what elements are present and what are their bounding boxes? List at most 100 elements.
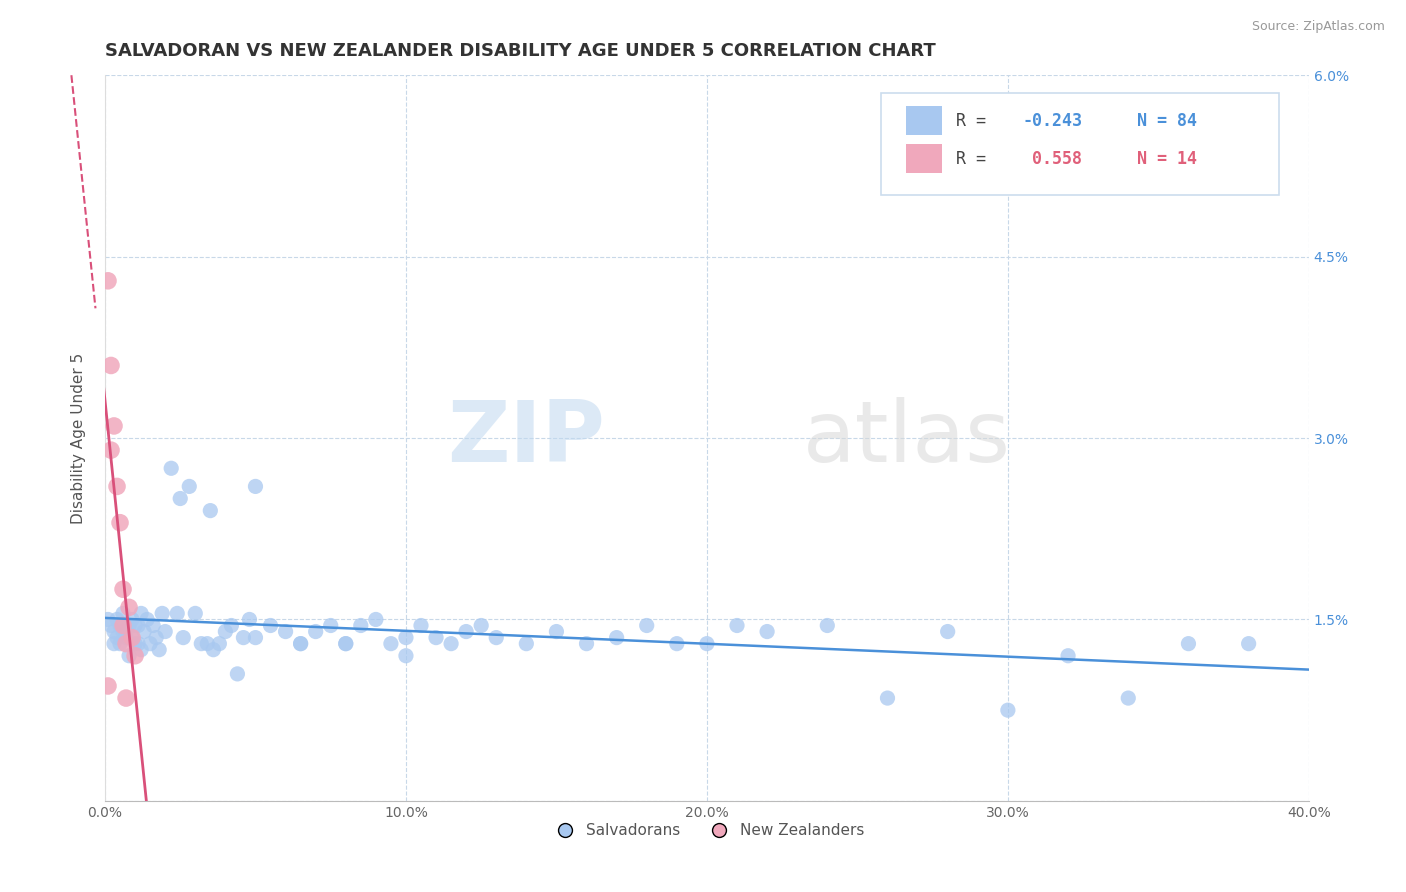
Point	[696, 637, 718, 651]
Point	[148, 642, 170, 657]
Point	[103, 624, 125, 639]
Point	[136, 612, 159, 626]
Point	[725, 618, 748, 632]
Point	[124, 648, 146, 663]
Point	[97, 679, 120, 693]
Text: R =: R =	[956, 112, 995, 130]
Point	[440, 637, 463, 651]
Point	[997, 703, 1019, 717]
Point	[1057, 648, 1080, 663]
Point	[127, 618, 149, 632]
Point	[606, 631, 628, 645]
Legend: Salvadorans, New Zealanders: Salvadorans, New Zealanders	[543, 817, 870, 844]
Point	[815, 618, 838, 632]
Point	[200, 503, 222, 517]
Text: -0.243: -0.243	[1022, 112, 1083, 130]
Point	[756, 624, 779, 639]
Point	[274, 624, 297, 639]
Point	[546, 624, 568, 639]
Point	[395, 631, 418, 645]
Point	[208, 637, 231, 651]
Point	[335, 637, 357, 651]
Point	[121, 631, 143, 645]
Point	[103, 419, 125, 434]
Point	[100, 443, 122, 458]
Text: 0.558: 0.558	[1022, 150, 1083, 168]
Point	[515, 637, 537, 651]
Point	[112, 582, 135, 597]
Point	[395, 648, 418, 663]
FancyBboxPatch shape	[905, 106, 942, 136]
Point	[103, 637, 125, 651]
Point	[202, 642, 225, 657]
FancyBboxPatch shape	[905, 145, 942, 173]
Point	[112, 618, 135, 632]
Point	[108, 618, 131, 632]
Point	[425, 631, 447, 645]
Point	[214, 624, 236, 639]
Point	[115, 631, 138, 645]
Point	[139, 637, 162, 651]
Text: ZIP: ZIP	[447, 397, 605, 480]
Point	[245, 479, 267, 493]
Point	[319, 618, 342, 632]
Point	[232, 631, 254, 645]
Point	[172, 631, 194, 645]
Point	[108, 516, 131, 530]
Point	[485, 631, 508, 645]
Point	[153, 624, 176, 639]
Point	[115, 691, 138, 706]
Point	[160, 461, 183, 475]
Point	[127, 637, 149, 651]
Point	[1116, 691, 1139, 706]
Point	[115, 624, 138, 639]
Point	[190, 637, 212, 651]
Point	[105, 631, 128, 645]
Text: atlas: atlas	[803, 397, 1011, 480]
Point	[221, 618, 243, 632]
Point	[108, 637, 131, 651]
Point	[179, 479, 201, 493]
Point	[142, 618, 165, 632]
Point	[1177, 637, 1199, 651]
Point	[150, 607, 173, 621]
Text: N = 14: N = 14	[1136, 150, 1197, 168]
Point	[100, 359, 122, 373]
Point	[305, 624, 328, 639]
Point	[259, 618, 281, 632]
Point	[121, 612, 143, 626]
Point	[100, 618, 122, 632]
Point	[129, 642, 152, 657]
Point	[118, 648, 141, 663]
Point	[575, 637, 598, 651]
Point	[936, 624, 959, 639]
Point	[409, 618, 432, 632]
Point	[184, 607, 207, 621]
Point	[665, 637, 688, 651]
Point	[118, 600, 141, 615]
Point	[364, 612, 387, 626]
Point	[118, 618, 141, 632]
Point	[238, 612, 260, 626]
Point	[97, 274, 120, 288]
Point	[226, 666, 249, 681]
Point	[876, 691, 898, 706]
Point	[145, 631, 167, 645]
Point	[129, 607, 152, 621]
Point	[195, 637, 218, 651]
Point	[115, 637, 138, 651]
Point	[124, 618, 146, 632]
Point	[105, 612, 128, 626]
FancyBboxPatch shape	[882, 94, 1278, 195]
Point	[290, 637, 312, 651]
Point	[245, 631, 267, 645]
Point	[290, 637, 312, 651]
Point	[121, 631, 143, 645]
Y-axis label: Disability Age Under 5: Disability Age Under 5	[72, 352, 86, 524]
Point	[124, 637, 146, 651]
Point	[112, 607, 135, 621]
Point	[112, 624, 135, 639]
Point	[470, 618, 492, 632]
Text: SALVADORAN VS NEW ZEALANDER DISABILITY AGE UNDER 5 CORRELATION CHART: SALVADORAN VS NEW ZEALANDER DISABILITY A…	[105, 42, 936, 60]
Point	[166, 607, 188, 621]
